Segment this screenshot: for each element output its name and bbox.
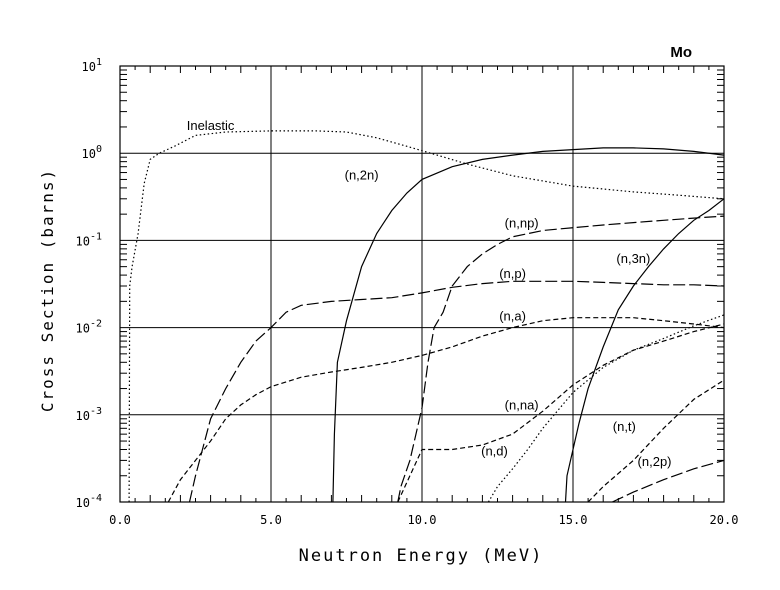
series-label-n-2n: (n,2n) [345, 167, 379, 182]
axis-layer: 0.0 5.0 10.0 15.0 20.0 101 100 10-1 10-2 10-3 10-4 [76, 57, 739, 527]
series-label-n-d: (n,d) [481, 444, 508, 459]
series-layer [128, 130, 725, 503]
series-label-layer: Inelastic (n,2n) (n,np) (n,p) (n,a) (n,3n) (n,… [187, 118, 672, 469]
chart-title: Mo [670, 44, 692, 61]
x-axis-label: Neutron Energy (MeV) [299, 546, 544, 566]
y-tick-label: 10-2 [76, 319, 103, 336]
x-tick-label: 10.0 [408, 513, 437, 527]
series-line-n-2p [612, 459, 725, 503]
series-line-n-a [167, 317, 725, 503]
series-line-n-np [397, 215, 725, 503]
y-axis-label: Cross Section (barns) [38, 168, 57, 412]
x-tick-label: 5.0 [260, 513, 282, 527]
y-tick-label: 10-1 [76, 231, 103, 248]
y-tick-label: 101 [82, 57, 102, 74]
x-tick-label: 20.0 [710, 513, 739, 527]
series-line-n-d [487, 314, 725, 503]
series-label-n-t: (n,t) [613, 419, 636, 434]
series-line-n-t [587, 379, 725, 503]
series-label-n-2p: (n,2p) [638, 454, 672, 469]
series-line-n-3n [564, 198, 725, 503]
series-line-n-p [188, 280, 725, 503]
y-tick-label: 100 [82, 144, 102, 161]
x-tick-label: 15.0 [559, 513, 588, 527]
series-line-n-2n [332, 147, 725, 503]
y-tick-label: 10-3 [76, 406, 103, 423]
series-line-inelastic [128, 130, 725, 503]
series-label-n-a: (n,a) [499, 309, 526, 324]
grid-layer [120, 66, 724, 502]
series-line-n-na [397, 323, 725, 503]
y-tick-label: 10-4 [76, 493, 103, 510]
x-tick-label: 0.0 [109, 513, 131, 527]
series-label-n-p: (n,p) [499, 266, 526, 281]
series-label-inelastic: Inelastic [187, 118, 235, 133]
series-label-n-na: (n,na) [505, 398, 539, 413]
series-label-n-3n: (n,3n) [616, 251, 650, 266]
series-label-n-np: (n,np) [505, 216, 539, 231]
